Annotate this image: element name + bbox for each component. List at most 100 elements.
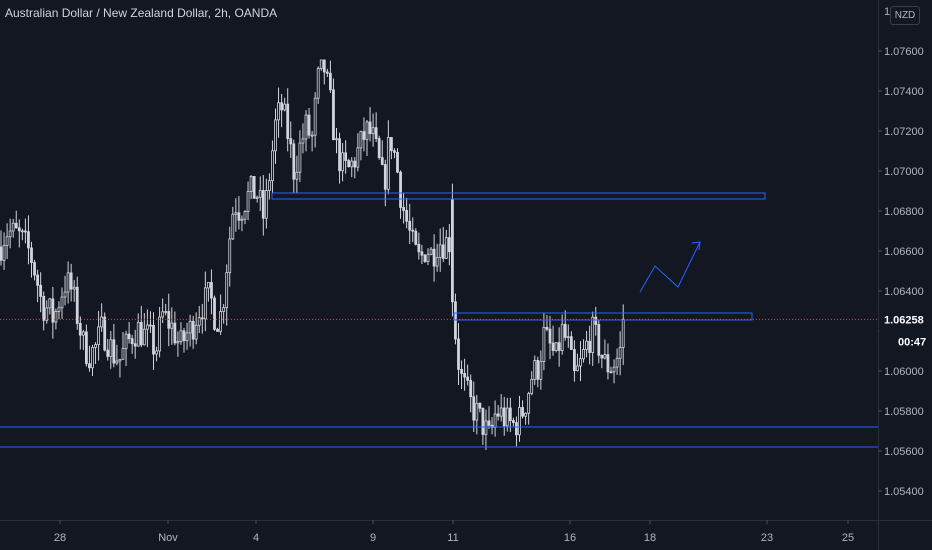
candle (121, 332, 125, 360)
candle-body-down (130, 338, 134, 345)
candle-body-down (344, 152, 348, 161)
candle-body-up (185, 332, 189, 342)
candle (127, 321, 131, 344)
projection-arrow (639, 241, 701, 293)
candle (280, 93, 284, 128)
candle (551, 325, 555, 356)
candle (23, 218, 27, 244)
time-tick-label: 11 (447, 532, 458, 544)
candle (295, 155, 299, 194)
candle (176, 331, 180, 357)
candle-body-down (286, 103, 290, 140)
candle-body-up (304, 114, 308, 140)
candle-body-up (341, 152, 345, 172)
candle (457, 323, 460, 386)
candle (594, 306, 598, 336)
candle-body-up (475, 402, 479, 421)
price-tick-label: 1.07400 (884, 86, 924, 98)
candle (109, 331, 113, 369)
candle (274, 108, 277, 164)
candle (85, 324, 88, 367)
candle (399, 170, 402, 219)
candle-body-down (588, 340, 592, 353)
candle (298, 130, 302, 182)
candle (54, 308, 58, 330)
candle-body-down (411, 229, 415, 232)
drawings-layer (0, 192, 878, 448)
candle-body-up (271, 150, 274, 182)
candle-body-up (274, 119, 277, 152)
candle (8, 218, 12, 249)
candle-body-down (557, 342, 561, 351)
candle-body-up (365, 121, 369, 140)
candle-body-down (606, 354, 610, 373)
candle (344, 140, 348, 174)
candle-body-down (377, 138, 381, 158)
candle-body-down (545, 327, 549, 330)
candle-body-up (170, 322, 174, 329)
candle-body-up (267, 180, 271, 191)
candle (179, 322, 183, 345)
candle-body-up (142, 328, 146, 346)
price-tick-label: 1.07000 (884, 166, 924, 178)
candle (524, 412, 527, 425)
candle (106, 338, 110, 361)
candle (573, 340, 576, 382)
candle (200, 303, 204, 334)
price-axis-panel (878, 0, 932, 550)
candle-body-down (536, 360, 540, 380)
candle-body-down (36, 274, 39, 286)
candle (362, 117, 366, 152)
candle (33, 259, 36, 281)
candle (301, 123, 305, 154)
candle-body-up (234, 212, 238, 215)
candle (313, 92, 317, 148)
candle-body-up (240, 218, 244, 221)
candle (435, 243, 439, 272)
candle (585, 331, 588, 358)
candle (91, 344, 94, 377)
candle (548, 315, 552, 360)
candle (139, 305, 143, 348)
candle-body-down (42, 296, 46, 321)
price-tick-label: 1.05400 (884, 486, 924, 498)
candle (237, 196, 241, 230)
candle-body-up (228, 238, 232, 274)
price-tick-label: 1.07600 (884, 46, 924, 58)
candle-body-down (594, 316, 598, 325)
candle-body-down (216, 328, 219, 332)
candle (210, 269, 213, 315)
candle-body-up (54, 311, 58, 323)
candle (17, 219, 21, 248)
candle (243, 210, 247, 225)
candle-body-down (191, 320, 195, 340)
candle (145, 309, 149, 348)
candle-body-up (60, 296, 64, 309)
candle-body-down (432, 248, 436, 267)
candle (185, 322, 189, 350)
candle-body-down (33, 262, 36, 276)
time-tick-label: 9 (370, 532, 376, 544)
candle (582, 339, 585, 363)
candle (609, 366, 613, 374)
candle-body-up (5, 236, 9, 246)
candle-body-down (200, 317, 204, 320)
candle-body-down (325, 71, 329, 74)
candle (94, 342, 97, 365)
candle (51, 286, 55, 339)
candle-body-down (322, 59, 326, 73)
candle (304, 110, 308, 152)
candle (396, 148, 399, 174)
candle (405, 197, 409, 229)
candle (566, 324, 570, 348)
candle-body-down (292, 143, 296, 180)
candle-body-up (371, 127, 375, 135)
candle-body-up (542, 327, 546, 362)
candle-body-up (164, 311, 168, 313)
candle-body-down (307, 114, 311, 136)
currency-badge[interactable]: NZD (890, 6, 920, 25)
candle-body-down (548, 328, 552, 344)
candle-body-up (438, 244, 442, 258)
